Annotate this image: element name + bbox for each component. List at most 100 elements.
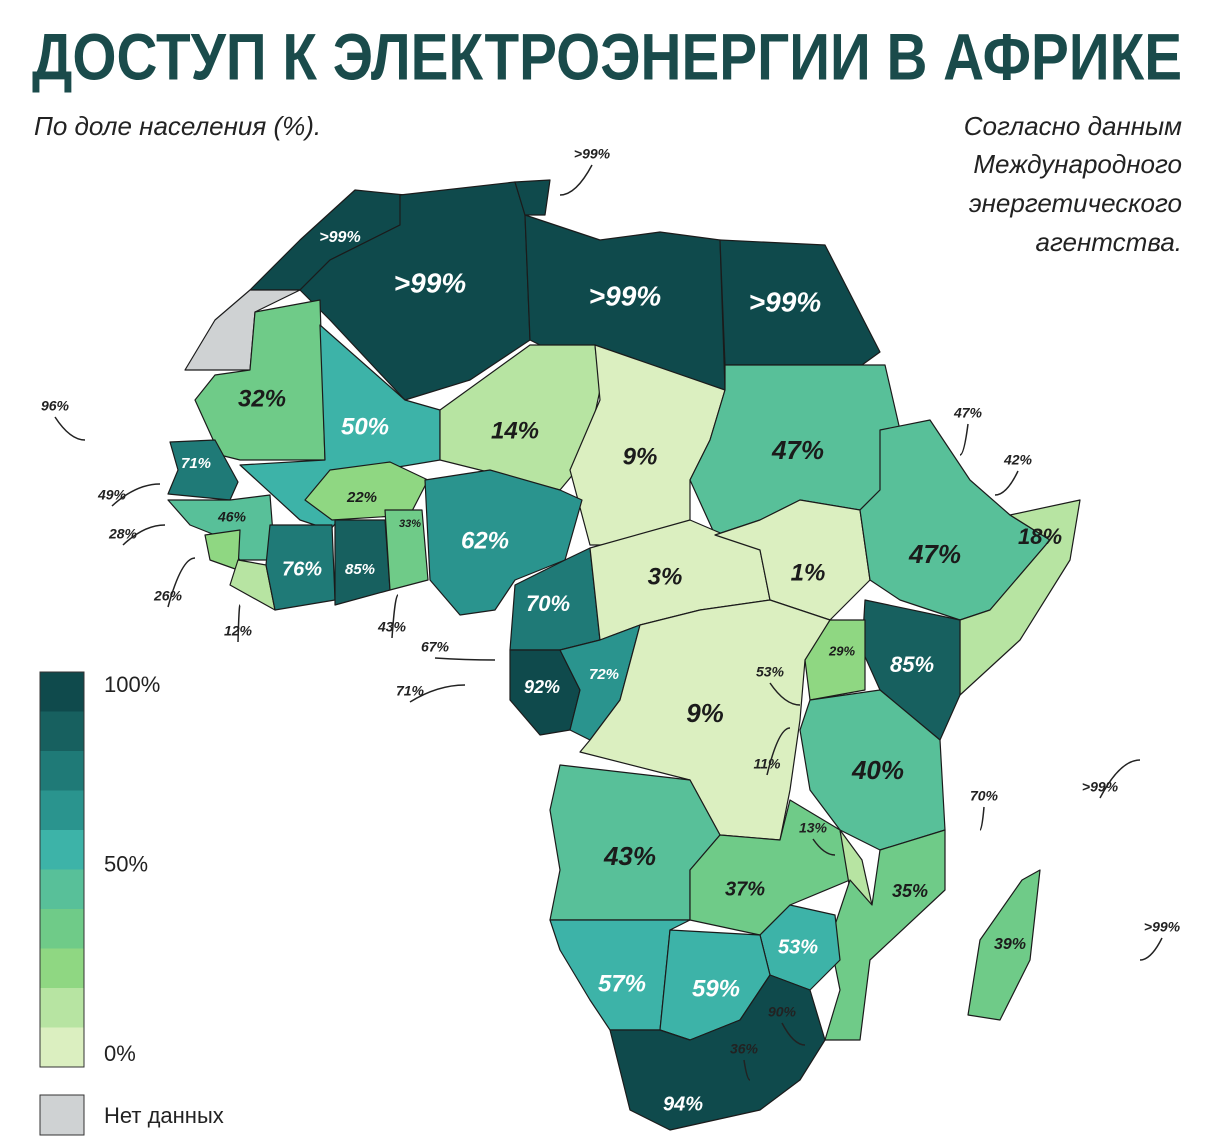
subtitle: По доле населения (%). bbox=[34, 111, 321, 141]
region-label: 14% bbox=[491, 417, 539, 444]
region-label: 62% bbox=[461, 527, 509, 554]
region-label: 72% bbox=[589, 666, 619, 683]
country bbox=[514, 179, 551, 216]
callout-arrow bbox=[111, 483, 161, 507]
country bbox=[265, 524, 336, 611]
region-label: 37% bbox=[725, 878, 765, 900]
callout-arrow bbox=[812, 838, 836, 856]
callout-label: 90% bbox=[768, 1004, 797, 1020]
region-label: 3% bbox=[648, 563, 683, 590]
callout-label: >99% bbox=[1144, 919, 1181, 935]
legend-label: 0% bbox=[104, 1041, 136, 1066]
region-label: 76% bbox=[282, 558, 322, 580]
legend-swatch bbox=[40, 948, 84, 988]
callout-arrow bbox=[391, 594, 399, 639]
callout-arrow bbox=[959, 423, 969, 456]
callout-label: 53% bbox=[756, 664, 785, 680]
callout-label: 71% bbox=[396, 683, 425, 699]
region-label: 9% bbox=[686, 698, 724, 728]
labels: >99% >99% >99% >99% 32% 50% 14% 9% 47% 71% 46% 76% 2… bbox=[41, 146, 1181, 1116]
source-line: Международного bbox=[973, 149, 1182, 179]
region-label: 35% bbox=[892, 881, 928, 901]
title: ДОСТУП К ЭЛЕКТРОЭНЕРГИИ В АФРИКЕ bbox=[32, 19, 1182, 93]
callout-arrow bbox=[1139, 937, 1163, 961]
region-label: >99% bbox=[319, 229, 360, 246]
country bbox=[424, 469, 583, 616]
country bbox=[967, 869, 1041, 1021]
region-label: 92% bbox=[524, 677, 560, 697]
region-label: >99% bbox=[394, 267, 466, 298]
callout-label: 26% bbox=[153, 588, 183, 604]
callout-label: 67% bbox=[421, 639, 450, 655]
callout-label: >99% bbox=[1082, 779, 1119, 795]
callout-label: 43% bbox=[377, 619, 407, 635]
source-line: агентства. bbox=[1036, 227, 1182, 257]
region-label: 94% bbox=[663, 1093, 703, 1115]
region-label: 59% bbox=[692, 975, 740, 1002]
callout-arrow bbox=[237, 604, 241, 643]
region-label: 71% bbox=[181, 455, 211, 472]
callout-arrow bbox=[979, 806, 985, 831]
region-label: 29% bbox=[828, 643, 855, 658]
callout-label: >99% bbox=[574, 146, 611, 162]
country bbox=[609, 974, 826, 1131]
country bbox=[384, 509, 429, 591]
legend-swatch bbox=[40, 711, 84, 751]
callout-arrow bbox=[167, 557, 196, 608]
region-label: 53% bbox=[778, 936, 818, 958]
region-label: 85% bbox=[890, 652, 934, 677]
region-label: 50% bbox=[341, 413, 389, 440]
callout-label: 42% bbox=[1003, 452, 1033, 468]
callout-arrow bbox=[54, 416, 86, 441]
no-data-label: Нет данных bbox=[104, 1103, 224, 1128]
legend-swatch bbox=[40, 1027, 84, 1067]
callout-label: 49% bbox=[97, 487, 127, 503]
legend-label: 100% bbox=[104, 672, 160, 697]
legend-swatch bbox=[40, 751, 84, 791]
callout-arrow bbox=[409, 684, 466, 703]
callout-arrow bbox=[994, 470, 1019, 496]
region-label: 1% bbox=[791, 559, 826, 586]
callout-arrow bbox=[559, 164, 593, 196]
callout-label: 13% bbox=[799, 820, 828, 836]
region-label: 85% bbox=[345, 561, 375, 578]
region-label: 18% bbox=[1018, 524, 1062, 549]
country bbox=[719, 239, 881, 366]
callout-arrow bbox=[434, 657, 496, 661]
legend-swatch bbox=[40, 790, 84, 830]
callout-arrow bbox=[743, 1059, 751, 1081]
region-label: >99% bbox=[589, 280, 661, 311]
callout-label: 28% bbox=[108, 526, 138, 542]
region-label: 57% bbox=[598, 970, 646, 997]
legend-frame bbox=[39, 671, 85, 1068]
region-label: 32% bbox=[238, 385, 286, 412]
region-label: 43% bbox=[603, 841, 656, 871]
regions bbox=[167, 179, 1081, 1131]
callout-label: 11% bbox=[754, 756, 782, 772]
legend-swatch bbox=[40, 988, 84, 1028]
callout-label: 36% bbox=[730, 1041, 759, 1057]
no-data-swatch bbox=[39, 1094, 85, 1136]
legend-swatch bbox=[40, 909, 84, 949]
source-line: Согласно данным bbox=[964, 111, 1182, 141]
country bbox=[204, 529, 241, 571]
region-label: >99% bbox=[749, 286, 821, 317]
country bbox=[167, 494, 276, 561]
country bbox=[579, 599, 831, 841]
region-label: 47% bbox=[771, 435, 824, 465]
callout-arrow bbox=[766, 727, 791, 776]
region-label: 40% bbox=[851, 755, 904, 785]
callout-arrow bbox=[781, 1022, 806, 1046]
legend-label: 50% bbox=[104, 851, 148, 876]
region-label: 9% bbox=[623, 443, 658, 470]
source-line: энергетического bbox=[969, 188, 1182, 218]
callout-label: 70% bbox=[970, 788, 999, 804]
country bbox=[689, 799, 851, 936]
region-label: 46% bbox=[217, 509, 247, 525]
region-label: 70% bbox=[526, 591, 570, 616]
callout-label: 96% bbox=[41, 398, 70, 414]
region-label: 33% bbox=[399, 518, 421, 530]
callout-arrow bbox=[769, 682, 801, 706]
legend-swatch bbox=[40, 869, 84, 909]
